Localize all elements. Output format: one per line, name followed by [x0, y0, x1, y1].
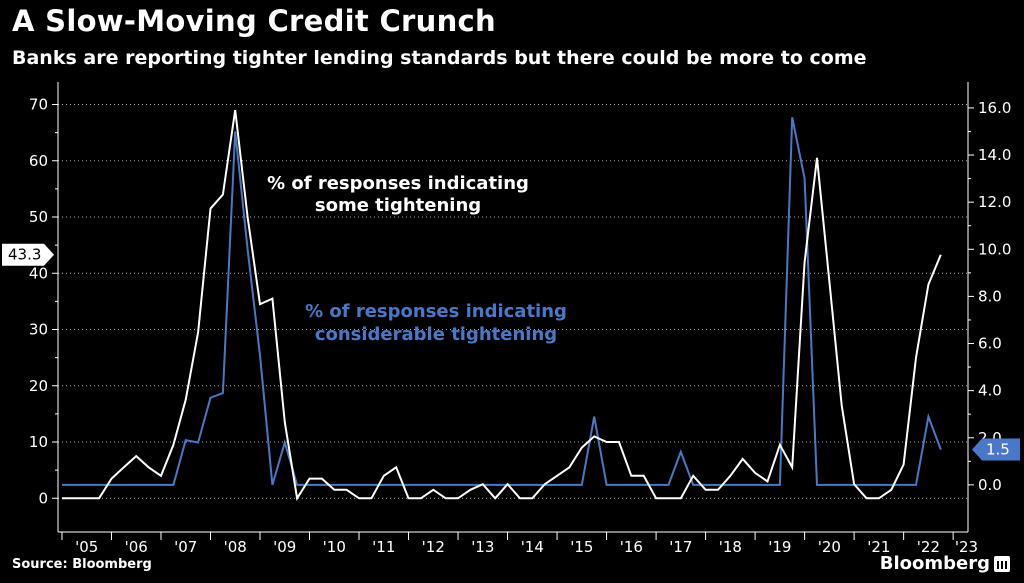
- brand-name: Bloomberg: [879, 553, 990, 574]
- y-right-tick-label: 8.0: [978, 287, 1002, 305]
- series-lines: [62, 109, 942, 502]
- series-label-some-line2: some tightening: [315, 195, 481, 216]
- badge-left-value: 43.3: [8, 246, 41, 264]
- series-label-some-line1: % of responses indicating: [267, 173, 529, 194]
- x-tick-label: '06: [125, 538, 148, 556]
- chart-subtitle: Banks are reporting tighter lending stan…: [12, 47, 867, 69]
- x-tick-label: '17: [669, 538, 692, 556]
- y-left-tick-label: 0: [38, 489, 48, 507]
- y-left-tick-label: 70: [29, 96, 48, 114]
- y-left-tick-label: 10: [29, 433, 48, 451]
- y-right-tick-label: 10.0: [978, 240, 1011, 258]
- y-right-tick-label: 6.0: [978, 335, 1002, 353]
- y-left-tick-label: 50: [29, 208, 48, 226]
- series-label-considerable-line2: considerable tightening: [315, 324, 557, 345]
- y-right-tick-label: 0.0: [978, 476, 1002, 494]
- end-value-badges: 43.3 1.5: [2, 243, 1020, 461]
- x-axis: '05 '06 '07 '08 '09 '10 '11 '12 '13 '14 '15 '16 '17 '…: [58, 531, 978, 556]
- series-labels: % of responses indicating some tightenin…: [267, 173, 567, 345]
- y-right-tick-label: 14.0: [978, 146, 1011, 164]
- y-left-tick-label: 60: [29, 152, 48, 170]
- x-tick-label: '21: [867, 538, 890, 556]
- y-left-tick-label: 20: [29, 377, 48, 395]
- series-label-considerable-line1: % of responses indicating: [305, 301, 567, 322]
- x-tick-label: '22: [917, 538, 940, 556]
- badge-right-value: 1.5: [986, 441, 1010, 459]
- y-axis-left: 0 10 20 30 40 50 60 70: [29, 82, 59, 532]
- y-axis-right: 0.02.04.06.08.010.012.014.016.0: [967, 82, 1011, 532]
- x-tick-label: '08: [224, 538, 247, 556]
- x-tick-label: '09: [273, 538, 296, 556]
- x-tick-label: '11: [372, 538, 395, 556]
- x-tick-label: '18: [719, 538, 742, 556]
- x-tick-label: '05: [75, 538, 98, 556]
- x-tick-label: '20: [818, 538, 841, 556]
- x-tick-label: '19: [768, 538, 791, 556]
- x-tick-label: '23: [955, 538, 978, 556]
- line-considerable-tightening: [62, 117, 942, 486]
- x-tick-label: '16: [620, 538, 643, 556]
- y-right-tick-label: 16.0: [978, 99, 1011, 117]
- line-some-tightening: [62, 109, 942, 502]
- y-right-tick-label: 12.0: [978, 193, 1011, 211]
- y-left-tick-label: 30: [29, 321, 48, 339]
- x-tick-label: '10: [323, 538, 346, 556]
- x-tick-label: '12: [422, 538, 445, 556]
- chart-title: A Slow-Moving Credit Crunch: [12, 4, 496, 38]
- x-tick-label: '07: [174, 538, 197, 556]
- badge-left-bg: [2, 243, 54, 266]
- source-note: Source: Bloomberg: [12, 557, 152, 572]
- x-tick-label: '14: [521, 538, 544, 556]
- x-tick-label: '13: [471, 538, 494, 556]
- y-right-tick-label: 4.0: [978, 382, 1002, 400]
- brand-logo: Bloomberg: [880, 553, 1010, 574]
- badge-right-bg: [972, 438, 1020, 461]
- bar-chart-icon: [994, 555, 1010, 572]
- x-tick-label: '15: [570, 538, 593, 556]
- y-left-tick-label: 40: [29, 264, 48, 282]
